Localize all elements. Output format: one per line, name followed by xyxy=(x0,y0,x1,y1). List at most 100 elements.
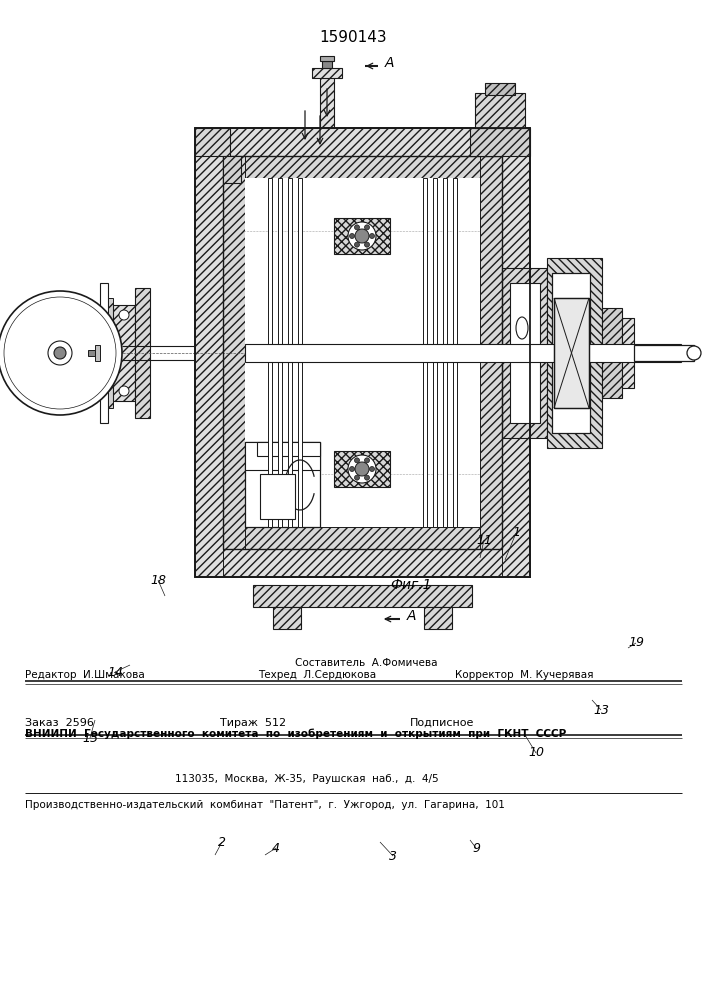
Bar xyxy=(223,156,245,549)
Circle shape xyxy=(355,229,369,243)
Text: Заказ  2596: Заказ 2596 xyxy=(25,718,94,728)
Text: 2: 2 xyxy=(218,836,226,848)
Bar xyxy=(554,298,589,408)
Text: A: A xyxy=(385,56,395,70)
Text: ВНИИПИ  Государственного  комитета  по  изобретениям  и  открытиям  при  ГКНТ  С: ВНИИПИ Государственного комитета по изоб… xyxy=(25,729,566,739)
Text: Техред  Л.Сердюкова: Техред Л.Сердюкова xyxy=(258,670,376,680)
Circle shape xyxy=(365,458,370,463)
Circle shape xyxy=(365,475,370,480)
Text: 11: 11 xyxy=(476,534,492,546)
Text: 1: 1 xyxy=(512,526,520,540)
Bar xyxy=(108,298,113,408)
Text: 15: 15 xyxy=(82,732,98,744)
Bar xyxy=(100,283,108,423)
Text: 14: 14 xyxy=(107,666,123,678)
Bar xyxy=(298,178,302,527)
Circle shape xyxy=(370,233,375,238)
Circle shape xyxy=(349,466,354,472)
Circle shape xyxy=(365,242,370,247)
Bar xyxy=(547,258,602,448)
Bar xyxy=(195,128,223,577)
Text: 10: 10 xyxy=(528,746,544,760)
Bar xyxy=(554,298,589,408)
Text: Фиг.1: Фиг.1 xyxy=(390,578,431,592)
Bar xyxy=(552,273,590,433)
Text: Производственно-издательский  комбинат  "Патент",  г.  Ужгород,  ул.  Гагарина, : Производственно-издательский комбинат "П… xyxy=(25,800,505,810)
Bar xyxy=(273,607,301,629)
Bar xyxy=(443,178,447,527)
Bar xyxy=(480,156,502,549)
Bar xyxy=(424,607,452,629)
Circle shape xyxy=(48,341,72,365)
Bar xyxy=(334,451,390,487)
Bar xyxy=(278,178,282,527)
Text: Корректор  М. Кучерявая: Корректор М. Кучерявая xyxy=(455,670,593,680)
Text: Составитель  А.Фомичева: Составитель А.Фомичева xyxy=(295,658,438,668)
Bar xyxy=(288,178,292,527)
Ellipse shape xyxy=(516,317,528,339)
Bar xyxy=(195,128,530,577)
Circle shape xyxy=(687,346,701,360)
Bar xyxy=(510,283,540,423)
Bar xyxy=(268,178,272,527)
Bar xyxy=(502,268,547,438)
Circle shape xyxy=(348,222,376,250)
Text: 9: 9 xyxy=(472,842,480,854)
Text: A: A xyxy=(407,609,416,623)
Bar xyxy=(322,61,332,68)
Bar xyxy=(320,56,334,61)
Circle shape xyxy=(348,455,376,483)
Bar xyxy=(113,305,135,401)
Text: 1590143: 1590143 xyxy=(319,30,387,45)
Circle shape xyxy=(354,225,359,230)
Circle shape xyxy=(354,458,359,463)
Text: 12: 12 xyxy=(300,466,316,479)
Bar xyxy=(253,585,472,607)
Bar xyxy=(453,178,457,527)
Circle shape xyxy=(119,386,129,396)
Circle shape xyxy=(354,475,359,480)
Bar xyxy=(245,442,320,527)
Bar xyxy=(223,156,241,183)
Bar xyxy=(334,218,390,254)
Bar xyxy=(502,128,530,577)
Circle shape xyxy=(54,347,66,359)
Text: 4: 4 xyxy=(272,842,280,854)
Text: Редактор  И.Шмакова: Редактор И.Шмакова xyxy=(25,670,145,680)
Bar xyxy=(223,527,502,549)
Bar xyxy=(195,128,530,156)
Text: Тираж  512: Тираж 512 xyxy=(220,718,286,728)
Bar xyxy=(260,474,295,519)
Bar xyxy=(135,288,150,418)
Text: Подписное: Подписное xyxy=(410,718,474,728)
Text: 113035,  Москва,  Ж-35,  Раушская  наб.,  д.  4/5: 113035, Москва, Ж-35, Раушская наб., д. … xyxy=(175,774,438,784)
Bar xyxy=(602,308,622,398)
Bar xyxy=(257,442,320,456)
Text: 19: 19 xyxy=(628,637,644,650)
Bar xyxy=(312,68,342,78)
Bar xyxy=(245,178,480,527)
Bar xyxy=(223,156,502,549)
Text: 3: 3 xyxy=(389,850,397,862)
Bar xyxy=(195,549,530,577)
Circle shape xyxy=(119,310,129,320)
Circle shape xyxy=(365,225,370,230)
Bar xyxy=(433,178,437,527)
Bar xyxy=(485,83,515,95)
Bar xyxy=(195,128,530,577)
Bar xyxy=(245,442,320,470)
Text: 18: 18 xyxy=(150,574,166,586)
Bar xyxy=(475,93,525,128)
Circle shape xyxy=(349,233,354,238)
Bar xyxy=(622,318,634,388)
Text: 13: 13 xyxy=(593,704,609,716)
Bar xyxy=(95,345,100,361)
Bar xyxy=(223,156,502,178)
Bar xyxy=(88,350,95,356)
Bar xyxy=(423,178,427,527)
Circle shape xyxy=(354,242,359,247)
Circle shape xyxy=(0,291,122,415)
Circle shape xyxy=(370,466,375,472)
Bar xyxy=(195,128,230,156)
Circle shape xyxy=(355,462,369,476)
